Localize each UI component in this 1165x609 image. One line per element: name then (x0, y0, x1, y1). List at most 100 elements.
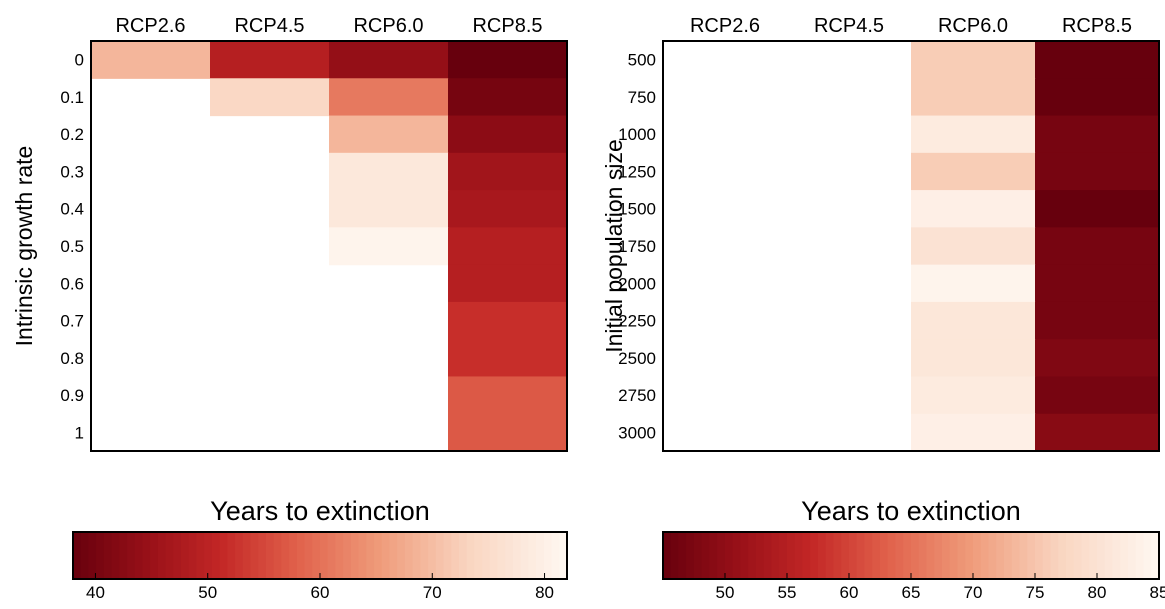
colorbar-swatch (1135, 532, 1145, 579)
colorbar-swatch (512, 532, 522, 579)
colorbar-swatch (404, 532, 414, 579)
colorbar-swatch (366, 532, 375, 579)
colorbar-swatch (312, 532, 321, 579)
heatmap-cell (448, 152, 568, 191)
row-label: 0.6 (60, 274, 84, 293)
row-label: 0.1 (60, 88, 84, 107)
row-label: 2500 (618, 349, 656, 368)
heatmap-cell (329, 227, 449, 266)
colorbar-swatch (732, 532, 742, 579)
colorbar-tick-label: 50 (716, 583, 735, 602)
column-label: RCP4.5 (234, 15, 304, 37)
colorbar-swatch (389, 532, 398, 579)
y-axis-label: Intrinsic growth rate (11, 146, 37, 347)
colorbar-1: Years to extinction 40 50 60 70 80 (72, 496, 568, 602)
colorbar-swatch (435, 532, 445, 579)
colorbar-swatch (1097, 532, 1106, 579)
plot-frame (90, 40, 568, 452)
heatmap-cell (1035, 78, 1160, 117)
colorbar-swatch (458, 532, 468, 579)
colorbar-swatch (856, 532, 866, 579)
row-label: 1 (75, 423, 84, 442)
plot-frame (662, 40, 1160, 452)
colorbar-swatch (235, 532, 244, 579)
colorbar-swatch (520, 532, 530, 579)
colorbar-swatch (895, 532, 904, 579)
colorbar-swatch (412, 532, 421, 579)
colorbar-swatch (1104, 532, 1114, 579)
colorbar-swatch (988, 532, 997, 579)
row-label: 1250 (618, 162, 656, 181)
colorbar-swatch (157, 532, 167, 579)
heatmap-cell (1035, 115, 1160, 154)
heatmap-cell (448, 227, 568, 266)
column-label: RCP6.0 (938, 15, 1008, 37)
column-label: RCP2.6 (115, 15, 185, 37)
colorbar-swatch (818, 532, 827, 579)
colorbar-swatch (949, 532, 959, 579)
colorbar-swatch (934, 532, 943, 579)
row-label: 3000 (618, 423, 656, 442)
colorbar-swatch (717, 532, 726, 579)
heatmap-cell (210, 78, 330, 117)
heatmap-cell (1035, 152, 1160, 191)
heatmap-cell (448, 339, 568, 378)
colorbar-swatch (756, 532, 765, 579)
colorbar-swatch (980, 532, 990, 579)
colorbar-swatch (880, 532, 889, 579)
heatmap-cell (911, 264, 1036, 303)
colorbar-swatch (296, 532, 306, 579)
colorbar-swatch (841, 532, 850, 579)
y-axis-label: Initial population size (601, 139, 627, 353)
colorbar-swatch (374, 532, 383, 579)
heatmap-cell (911, 227, 1036, 266)
colorbar-swatch (211, 532, 221, 579)
colorbar-tick-label: 80 (535, 583, 554, 602)
heatmap-panel-2: RCP2.6 RCP4.5 RCP6.0 RCP8.5 500 750 1000 1250 15… (601, 15, 1160, 452)
colorbar-swatch (80, 532, 90, 579)
row-label: 0.9 (60, 386, 84, 405)
colorbar-swatch (265, 532, 275, 579)
colorbar-swatch (779, 532, 788, 579)
colorbar-swatch (973, 532, 982, 579)
colorbar-swatch (794, 532, 804, 579)
colorbar-swatch (911, 532, 920, 579)
row-label: 750 (628, 88, 656, 107)
colorbar-swatch (335, 532, 344, 579)
colorbar-swatch (528, 532, 537, 579)
colorbar-swatch (428, 532, 437, 579)
colorbar-swatch (489, 532, 499, 579)
colorbar-swatch (73, 532, 82, 579)
colorbar-tick-label: 70 (964, 583, 983, 602)
heatmap-cell (911, 339, 1036, 378)
colorbar-swatch (320, 532, 329, 579)
colorbar-swatch (686, 532, 695, 579)
colorbar-swatch (763, 532, 773, 579)
colorbar-swatch (474, 532, 483, 579)
colorbar-swatch (1019, 532, 1028, 579)
heatmap-cell (911, 41, 1036, 79)
colorbar-swatch (1050, 532, 1059, 579)
colorbar-swatch (1143, 532, 1152, 579)
heatmap-panel-1: RCP2.6 RCP4.5 RCP6.0 RCP8.5 0 0.1 0.2 0.3 0.4 0.5… (11, 15, 568, 452)
colorbar-swatch (505, 532, 514, 579)
heatmap-cell (448, 413, 568, 452)
colorbar-swatch (1151, 532, 1160, 579)
colorbar-tick-label: 60 (311, 583, 330, 602)
colorbar-swatch (350, 532, 360, 579)
colorbar-swatch (497, 532, 506, 579)
row-label: 2750 (618, 386, 656, 405)
colorbar-swatch (678, 532, 687, 579)
heatmap-cell (911, 413, 1036, 452)
heatmap-cell (210, 41, 330, 79)
colorbar-tick-label: 75 (1026, 583, 1045, 602)
colorbar-swatch (188, 532, 198, 579)
row-label: 0.3 (60, 162, 84, 181)
row-label: 500 (628, 51, 656, 70)
colorbar-swatch (103, 532, 113, 579)
colorbar-swatch (1058, 532, 1067, 579)
colorbar-title: Years to extinction (801, 496, 1021, 526)
colorbar-swatch (88, 532, 97, 579)
colorbar-swatch (142, 532, 151, 579)
